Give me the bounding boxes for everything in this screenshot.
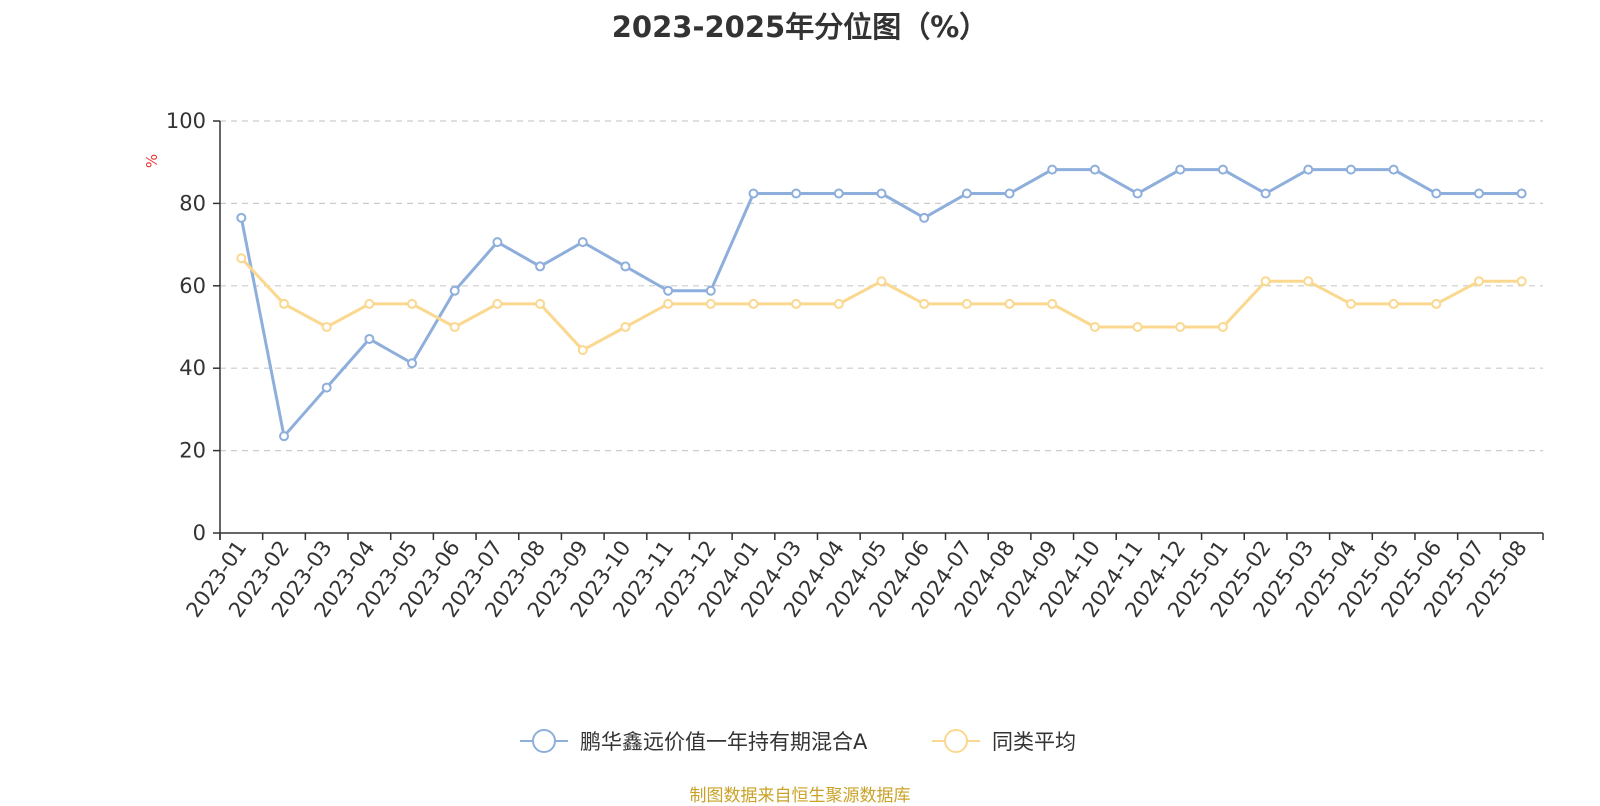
data-point[interactable] [1303,276,1314,287]
y-axis-ticks: 0 20 40 60 80 100 [166,109,220,545]
data-point[interactable] [1004,188,1015,199]
data-point[interactable] [1303,164,1314,175]
data-point[interactable] [620,261,631,272]
legend-item-2[interactable]: 同类平均 [932,729,1076,754]
data-point[interactable] [407,358,418,369]
data-point[interactable] [1431,298,1442,309]
data-point[interactable] [1473,188,1484,199]
data-point[interactable] [705,285,716,296]
legend-label: 同类平均 [992,730,1076,754]
series-line [239,168,1522,438]
data-point[interactable] [1132,322,1143,332]
data-point[interactable] [364,333,375,344]
data-point[interactable] [577,345,588,356]
data-point[interactable] [876,276,887,287]
data-point[interactable] [705,298,716,309]
data-source-note: 制图数据来自恒生聚源数据库 [689,786,911,806]
data-point[interactable] [1388,298,1399,309]
series-line [240,257,1522,352]
data-point[interactable] [1388,164,1399,175]
data-point[interactable] [833,188,844,199]
data-point[interactable] [1516,188,1527,199]
data-point[interactable] [535,298,546,309]
legend[interactable]: 鹏华鑫远价值一年持有期混合A 同类平均 [520,729,1076,754]
y-tick-label: 100 [166,109,206,133]
legend-marker [944,729,968,753]
y-tick-label: 20 [179,439,206,463]
y-tick-label: 60 [179,274,206,298]
data-point[interactable] [1260,188,1271,199]
data-point[interactable] [961,298,972,309]
data-point[interactable] [1473,276,1484,287]
series-2 [236,253,1527,356]
data-point[interactable] [364,298,375,309]
legend-marker [532,729,556,753]
data-point[interactable] [279,298,290,309]
data-point[interactable] [1260,276,1271,287]
data-point[interactable] [492,237,503,248]
data-point[interactable] [449,322,460,332]
data-point[interactable] [748,188,759,199]
data-point[interactable] [1047,298,1058,309]
data-point[interactable] [833,298,844,309]
data-point[interactable] [449,285,460,296]
data-point[interactable] [1089,164,1100,175]
data-point[interactable] [407,298,418,309]
data-point[interactable] [748,298,759,309]
legend-label: 鹏华鑫远价值一年持有期混合A [580,730,868,754]
data-point[interactable] [1345,164,1356,175]
data-point[interactable] [1516,276,1527,287]
data-point[interactable] [919,212,930,223]
data-point[interactable] [620,322,631,332]
data-point[interactable] [1089,322,1100,332]
data-point[interactable] [1217,164,1228,175]
y-axis-label: % [143,154,161,168]
axes [219,121,1543,540]
data-point[interactable] [663,298,674,309]
data-point[interactable] [791,298,802,309]
data-point[interactable] [1132,188,1143,199]
y-tick-label: 80 [179,191,206,215]
data-point[interactable] [1047,164,1058,175]
data-point[interactable] [919,298,930,309]
series-1 [236,164,1527,442]
data-point[interactable] [1345,298,1356,309]
data-point[interactable] [535,261,546,272]
data-point[interactable] [321,382,332,393]
data-point[interactable] [876,188,887,199]
y-tick-label: 0 [193,521,206,545]
chart-title: 2023-2025年分位图（%） [611,10,989,44]
series-group [236,164,1527,442]
data-point[interactable] [1175,322,1186,332]
data-point[interactable] [961,188,972,199]
data-point[interactable] [1431,188,1442,199]
data-point[interactable] [492,298,503,309]
data-point[interactable] [279,431,290,442]
y-tick-label: 40 [179,356,206,380]
data-point[interactable] [236,253,247,264]
data-point[interactable] [577,237,588,248]
legend-item-1[interactable]: 鹏华鑫远价值一年持有期混合A [520,729,868,754]
data-point[interactable] [1004,298,1015,309]
data-point[interactable] [1217,322,1228,332]
x-axis-ticks: 2023-012023-022023-032023-042023-052023-… [181,533,1544,622]
data-point[interactable] [236,212,247,223]
data-point[interactable] [791,188,802,199]
data-point[interactable] [321,322,332,332]
data-point[interactable] [1175,164,1186,175]
data-point[interactable] [663,285,674,296]
